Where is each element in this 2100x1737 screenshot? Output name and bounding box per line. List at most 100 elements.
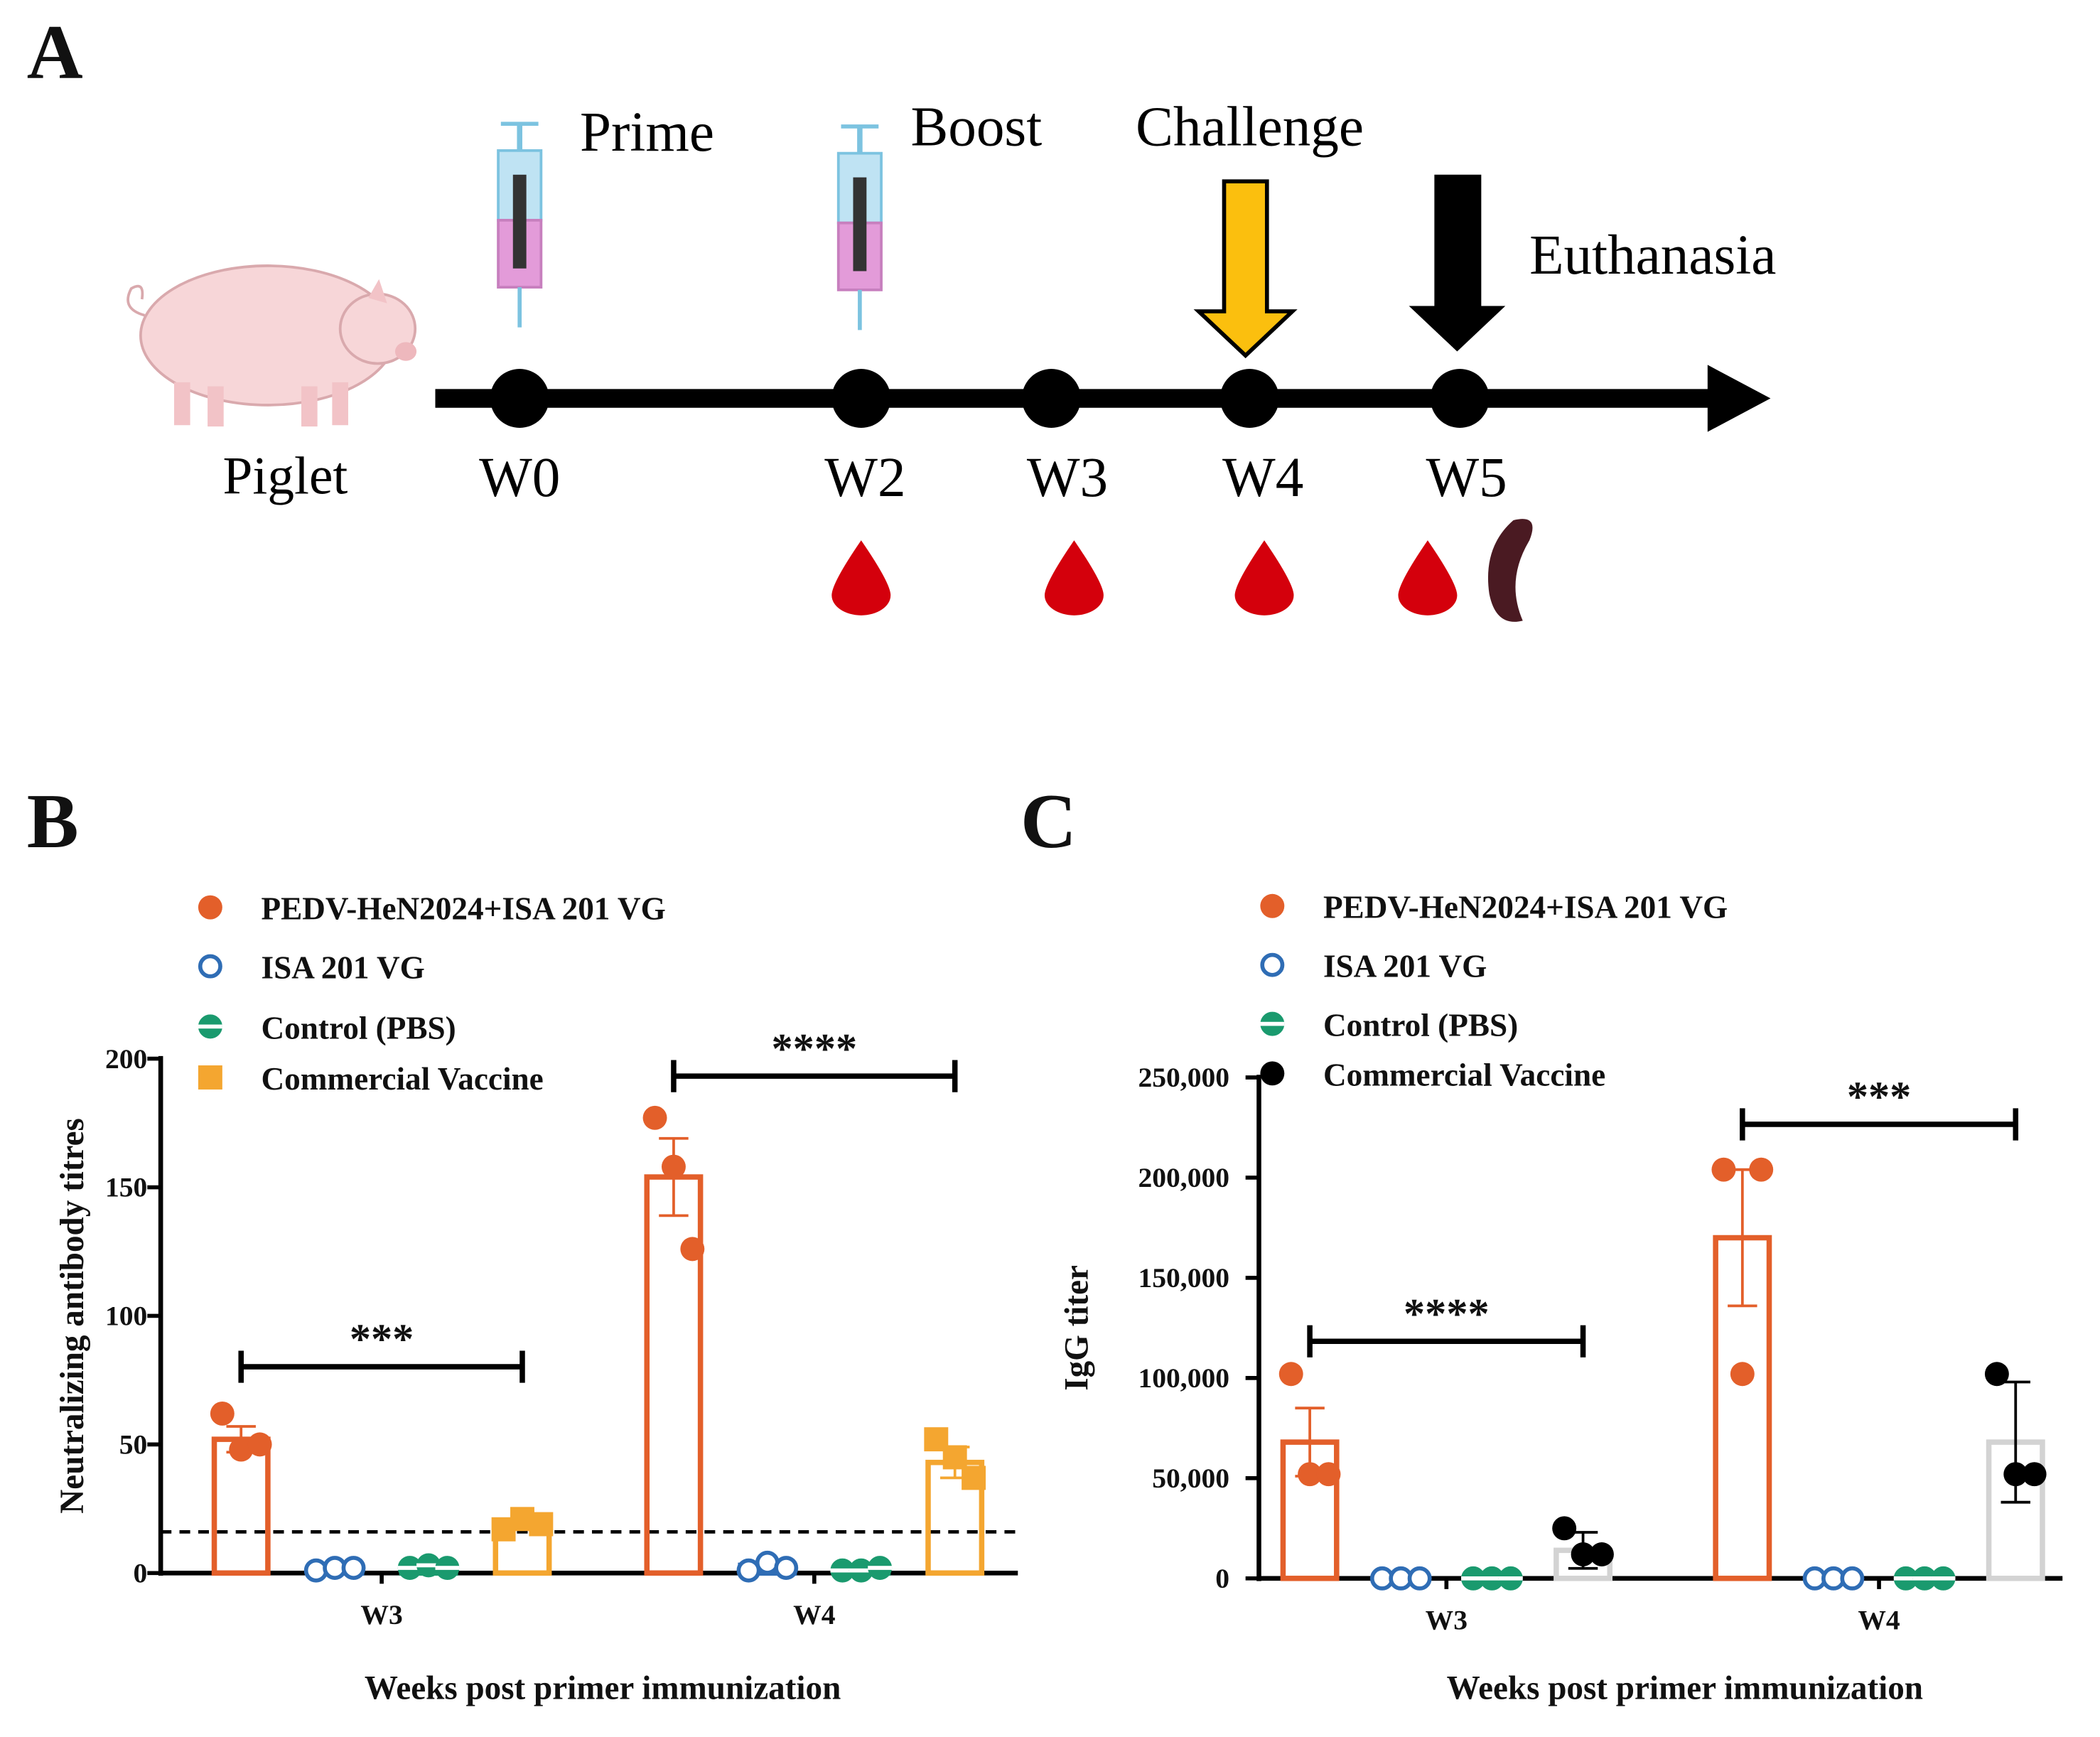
legend-label: Control (PBS): [1323, 1008, 1518, 1043]
legend-label: ISA 201 VG: [261, 950, 424, 986]
point: [1480, 1566, 1504, 1591]
point: [1260, 1011, 1285, 1036]
organ-icon: [1487, 519, 1533, 622]
legend-label: Commercial Vaccine: [261, 1061, 543, 1097]
point: [1260, 893, 1285, 918]
timepoint-label: W2: [824, 446, 905, 509]
point: [642, 1105, 667, 1130]
point: [1840, 1566, 1865, 1591]
y-tick-label: 150: [105, 1172, 147, 1203]
y-tick-label: 200: [105, 1043, 147, 1075]
timepoint-label: W0: [479, 446, 560, 509]
point-stripe: [1480, 1576, 1504, 1581]
point: [1461, 1566, 1485, 1591]
x-axis-label: Weeks post primer immunization: [365, 1669, 841, 1706]
euthanasia-arrow: [1409, 174, 1506, 352]
point: [1260, 1061, 1285, 1086]
point: [529, 1512, 554, 1537]
legend-label: Control (PBS): [261, 1010, 456, 1045]
point: [198, 1065, 222, 1090]
x-axis-label: Weeks post primer immunization: [1447, 1669, 1923, 1706]
event-label: Prime: [580, 101, 714, 163]
point: [1498, 1566, 1523, 1591]
timepoint-label: W4: [1222, 446, 1303, 509]
timepoint-label: W5: [1426, 446, 1507, 509]
significance-label: ***: [1847, 1073, 1911, 1121]
pig-icon: [126, 264, 417, 427]
panel-label: C: [1021, 778, 1077, 864]
y-tick-label: 250,000: [1138, 1062, 1229, 1093]
point: [341, 1556, 366, 1581]
point: [1260, 952, 1285, 977]
point: [868, 1556, 893, 1581]
bar: [644, 1174, 704, 1576]
subject-label: Piglet: [222, 446, 348, 505]
timeline-arrow: [1707, 365, 1771, 432]
point: [1316, 1462, 1341, 1487]
point: [1407, 1566, 1432, 1591]
point: [1730, 1362, 1755, 1387]
timeline-dots: [490, 369, 1490, 428]
panel-label: A: [27, 9, 83, 95]
x-tick-label: W3: [1426, 1604, 1468, 1635]
point: [1571, 1542, 1595, 1566]
point-stripe: [1912, 1576, 1937, 1581]
y-tick-label: 150,000: [1138, 1262, 1229, 1294]
y-axis-label: Neutralizing antibody titres: [54, 1118, 91, 1514]
significance-label: ***: [350, 1316, 414, 1363]
y-tick-label: 50: [119, 1429, 148, 1461]
legend-label: ISA 201 VG: [1323, 949, 1487, 984]
point-stripe: [1893, 1576, 1918, 1581]
legend-label: Commercial Vaccine: [1323, 1057, 1605, 1092]
point-stripe: [830, 1568, 855, 1573]
point-stripe: [435, 1566, 460, 1570]
point-stripe: [1498, 1576, 1523, 1581]
point: [1749, 1157, 1774, 1182]
syringe-icon: [497, 122, 543, 328]
legend-label: PEDV-HeN2024+ISA 201 VG: [261, 891, 665, 927]
point: [962, 1466, 986, 1490]
panel-label: B: [27, 778, 79, 864]
syringe-icon: [836, 124, 883, 330]
point: [2022, 1462, 2047, 1487]
point-stripe: [849, 1568, 873, 1573]
point: [210, 1401, 235, 1426]
significance-label: ****: [772, 1025, 858, 1072]
point: [1711, 1157, 1736, 1182]
point: [1552, 1516, 1577, 1541]
challenge-arrow: [1193, 179, 1298, 359]
x-tick-label: W4: [1858, 1604, 1900, 1635]
point: [229, 1437, 254, 1462]
point: [942, 1445, 967, 1470]
y-tick-label: 0: [1215, 1563, 1229, 1594]
timepoint-label: W3: [1027, 446, 1108, 509]
y-tick-label: 100: [105, 1301, 147, 1332]
point: [247, 1432, 272, 1457]
point-stripe: [1461, 1576, 1485, 1581]
point: [1984, 1362, 2009, 1387]
y-tick-label: 200,000: [1138, 1162, 1229, 1193]
point: [198, 895, 222, 920]
point-stripe: [1931, 1576, 1956, 1581]
point-stripe: [397, 1566, 422, 1570]
point-stripe: [416, 1563, 441, 1568]
point: [435, 1556, 460, 1581]
point: [661, 1154, 686, 1179]
point-stripe: [198, 1024, 222, 1029]
legend-label: PEDV-HeN2024+ISA 201 VG: [1323, 890, 1728, 925]
point: [2003, 1462, 2028, 1487]
point: [198, 954, 222, 979]
x-tick-label: W4: [793, 1599, 836, 1630]
blood-drop-icons: [831, 540, 1458, 615]
x-tick-label: W3: [360, 1599, 402, 1630]
point: [1298, 1462, 1323, 1487]
y-tick-label: 100,000: [1138, 1362, 1229, 1394]
point-stripe: [868, 1566, 893, 1570]
point: [1931, 1566, 1956, 1591]
point: [774, 1556, 799, 1581]
y-axis-label: IgG titer: [1058, 1265, 1095, 1391]
y-tick-label: 50,000: [1152, 1463, 1229, 1494]
point: [198, 1014, 222, 1039]
event-label: Euthanasia: [1529, 224, 1776, 286]
